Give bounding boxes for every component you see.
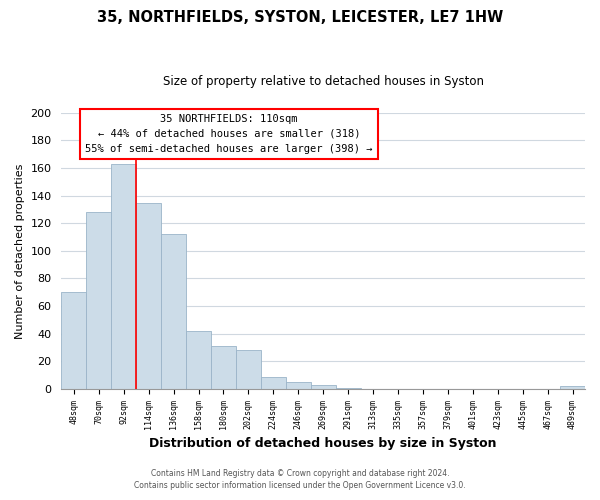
Bar <box>286 382 311 389</box>
Text: 35, NORTHFIELDS, SYSTON, LEICESTER, LE7 1HW: 35, NORTHFIELDS, SYSTON, LEICESTER, LE7 … <box>97 10 503 25</box>
Text: 35 NORTHFIELDS: 110sqm
← 44% of detached houses are smaller (318)
55% of semi-de: 35 NORTHFIELDS: 110sqm ← 44% of detached… <box>85 114 373 154</box>
Bar <box>161 234 186 389</box>
Bar <box>86 212 111 389</box>
Text: Contains HM Land Registry data © Crown copyright and database right 2024.
Contai: Contains HM Land Registry data © Crown c… <box>134 468 466 490</box>
Bar <box>186 331 211 389</box>
Y-axis label: Number of detached properties: Number of detached properties <box>15 163 25 338</box>
Bar <box>335 388 361 389</box>
Bar <box>136 202 161 389</box>
Bar <box>560 386 585 389</box>
Bar <box>261 376 286 389</box>
Bar <box>311 385 335 389</box>
Bar <box>61 292 86 389</box>
Bar <box>111 164 136 389</box>
Bar <box>236 350 261 389</box>
Bar <box>211 346 236 389</box>
X-axis label: Distribution of detached houses by size in Syston: Distribution of detached houses by size … <box>149 437 497 450</box>
Title: Size of property relative to detached houses in Syston: Size of property relative to detached ho… <box>163 75 484 88</box>
